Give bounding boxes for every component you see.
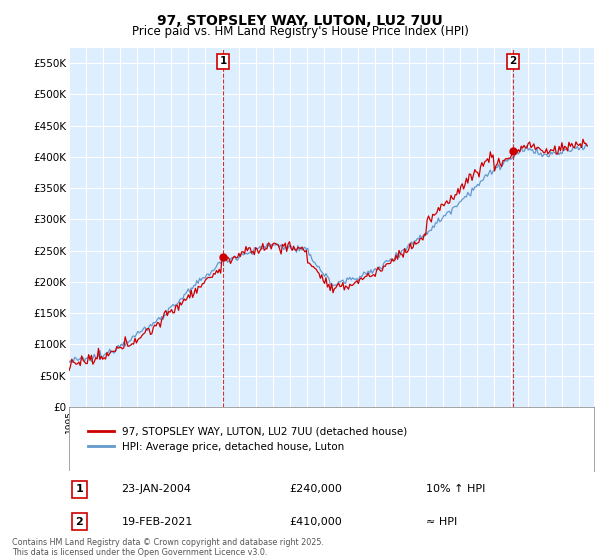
Text: ≈ HPI: ≈ HPI xyxy=(426,517,457,526)
Text: 1: 1 xyxy=(220,57,227,66)
Text: Price paid vs. HM Land Registry's House Price Index (HPI): Price paid vs. HM Land Registry's House … xyxy=(131,25,469,38)
Text: 10% ↑ HPI: 10% ↑ HPI xyxy=(426,484,485,494)
Text: 23-JAN-2004: 23-JAN-2004 xyxy=(121,484,191,494)
Text: £410,000: £410,000 xyxy=(290,517,342,526)
Text: 2: 2 xyxy=(76,517,83,526)
Text: £240,000: £240,000 xyxy=(290,484,343,494)
Text: Contains HM Land Registry data © Crown copyright and database right 2025.
This d: Contains HM Land Registry data © Crown c… xyxy=(12,538,324,557)
Text: 97, STOPSLEY WAY, LUTON, LU2 7UU: 97, STOPSLEY WAY, LUTON, LU2 7UU xyxy=(157,14,443,28)
Text: 1: 1 xyxy=(76,484,83,494)
Text: 19-FEB-2021: 19-FEB-2021 xyxy=(121,517,193,526)
Text: 2: 2 xyxy=(509,57,517,66)
Legend: 97, STOPSLEY WAY, LUTON, LU2 7UU (detached house), HPI: Average price, detached : 97, STOPSLEY WAY, LUTON, LU2 7UU (detach… xyxy=(85,423,410,455)
